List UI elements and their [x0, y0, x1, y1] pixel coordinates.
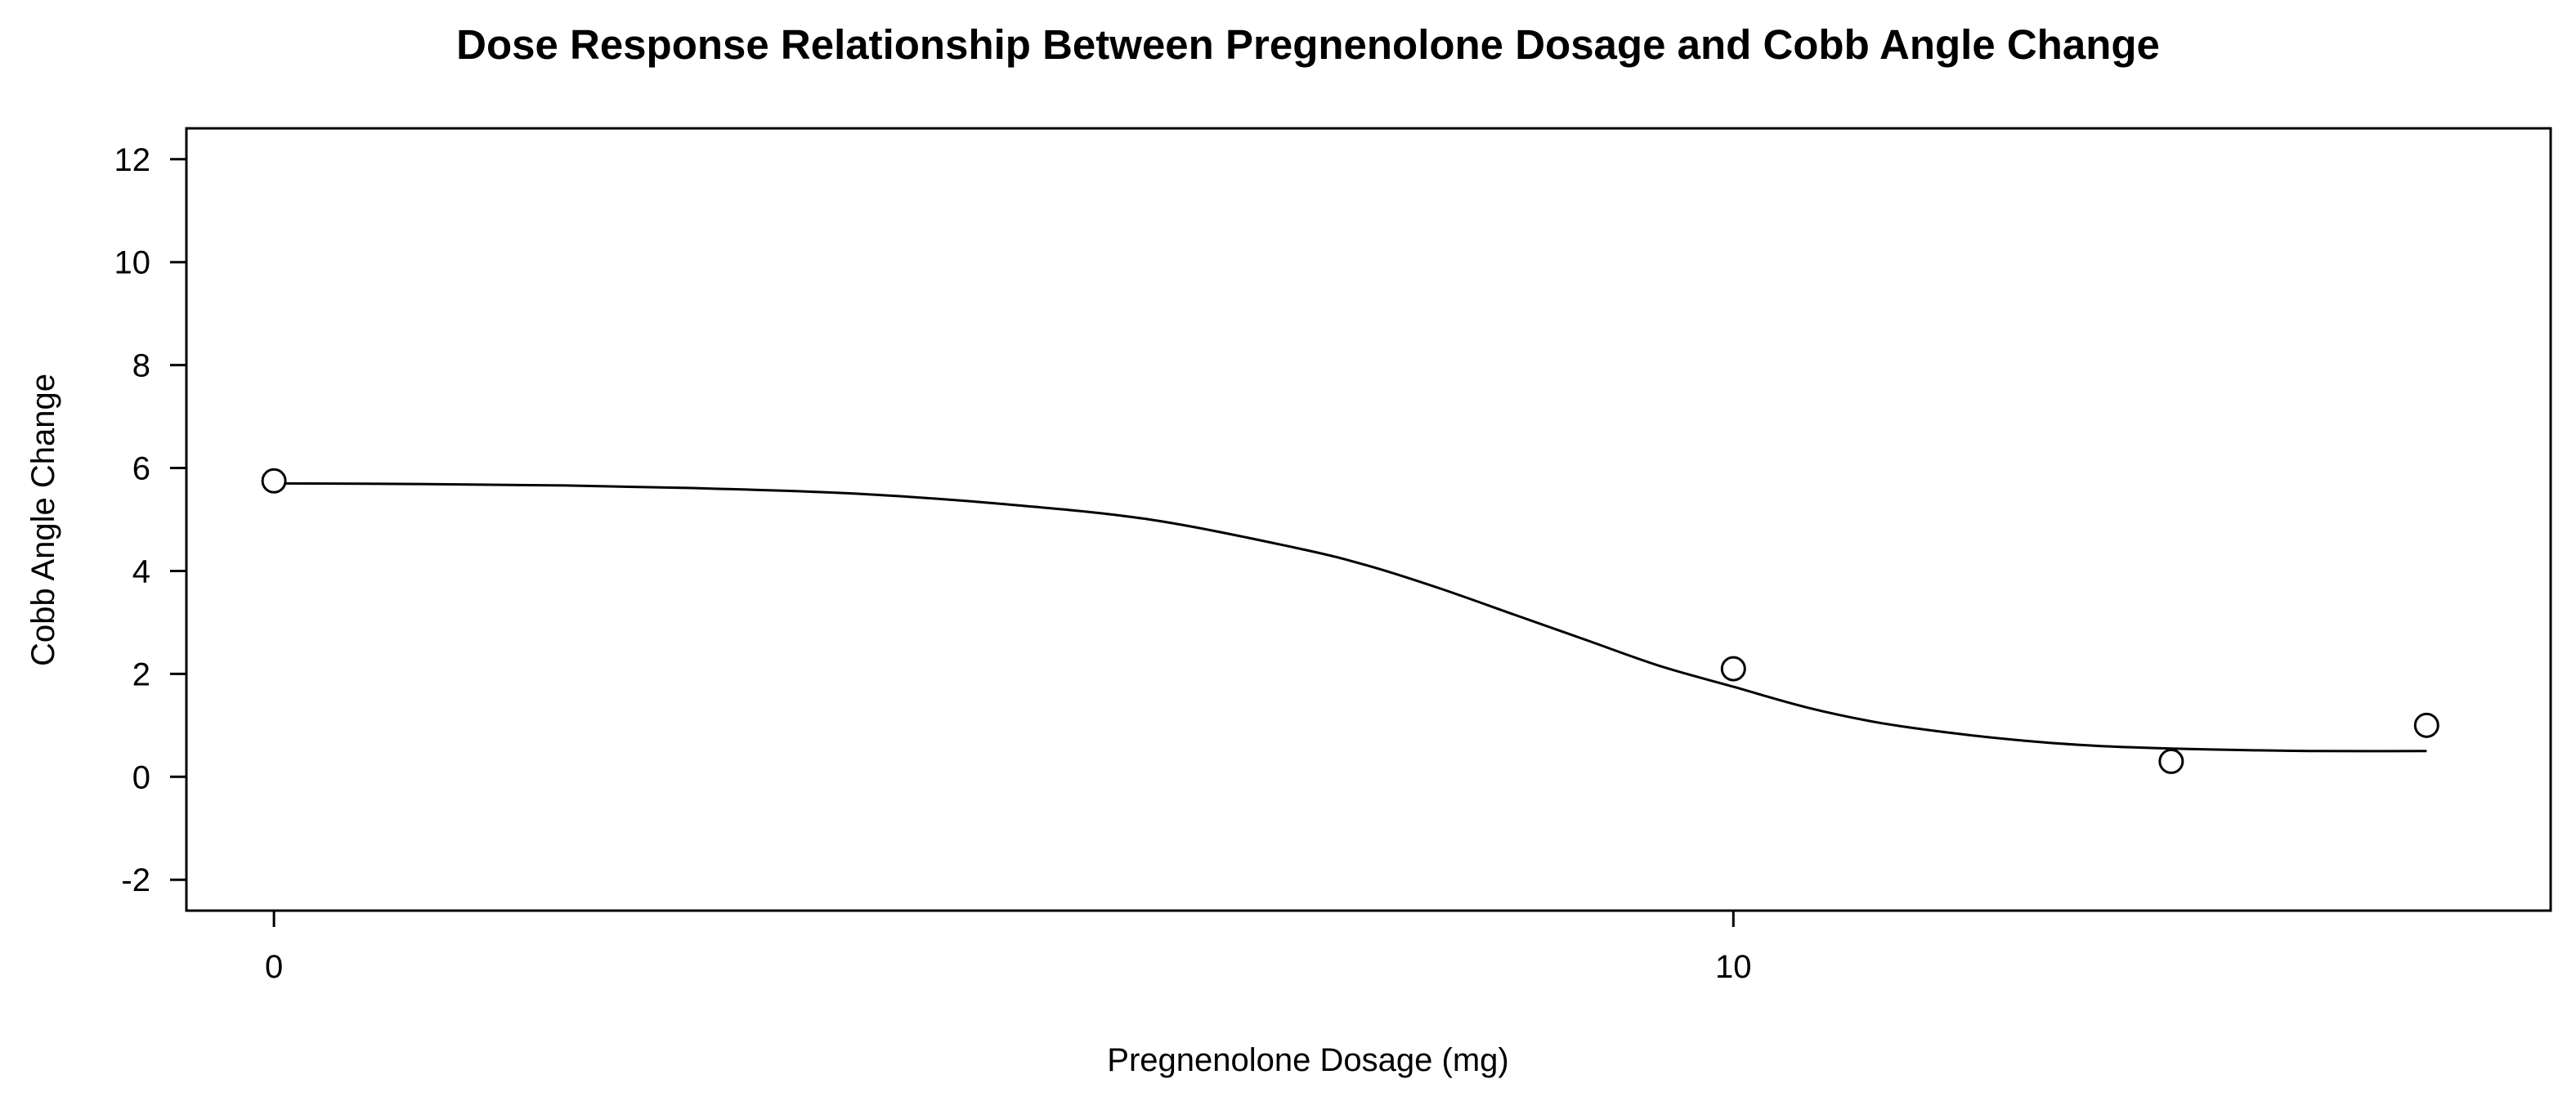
series-layer: [261, 468, 2439, 774]
y-tick-label: 8: [132, 348, 150, 384]
data-point: [2158, 748, 2184, 774]
y-tick-label: 2: [132, 656, 150, 692]
chart-title: Dose Response Relationship Between Pregn…: [456, 21, 2160, 68]
x-axis-label: Pregnenolone Dosage (mg): [1107, 1042, 1508, 1078]
fitted-curve-line: [274, 481, 2427, 753]
y-axis-label: Cobb Angle Change: [25, 374, 61, 666]
plot-frame: [185, 127, 2552, 912]
x-tick-label: 0: [265, 949, 283, 985]
y-tick-label: -2: [121, 862, 150, 898]
y-tick-label: 10: [114, 245, 151, 281]
x-tick-label: 10: [1715, 949, 1752, 985]
data-point: [1720, 656, 1746, 682]
y-tick-label: 4: [132, 553, 150, 589]
data-point: [261, 468, 287, 494]
y-axis: -2 0 2 4 6 8 10 12: [114, 142, 186, 898]
y-tick-label: 6: [132, 451, 150, 487]
x-axis: 0 10: [265, 911, 1752, 985]
y-tick-label: 0: [132, 759, 150, 795]
data-point: [2413, 712, 2439, 738]
y-tick-label: 12: [114, 142, 151, 178]
